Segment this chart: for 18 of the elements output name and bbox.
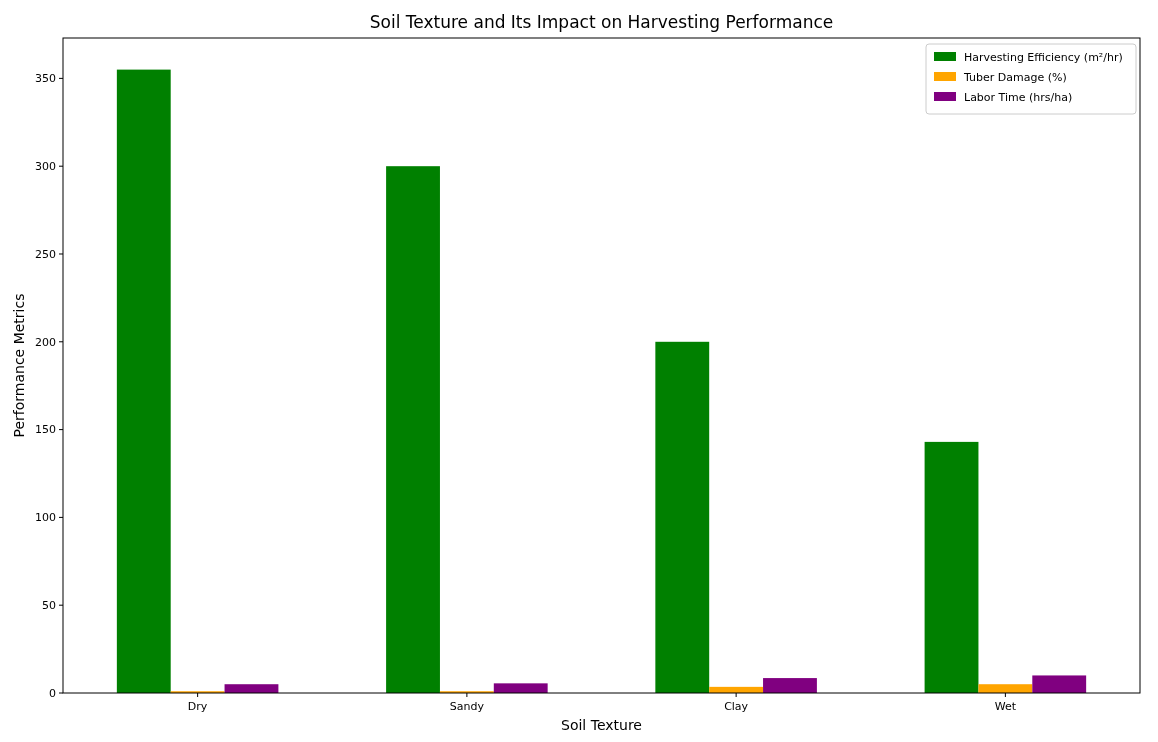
x-tick-label: Wet — [994, 700, 1017, 713]
y-tick-label: 350 — [35, 72, 56, 86]
y-tick-label: 250 — [35, 247, 56, 261]
legend-label: Labor Time (hrs/ha) — [964, 90, 1073, 104]
y-tick-label: 100 — [35, 511, 56, 525]
y-tick-label: 50 — [42, 599, 56, 613]
y-axis-title: Performance Metrics — [11, 293, 27, 438]
chart-title: Soil Texture and Its Impact on Harvesting Performance — [369, 12, 834, 32]
x-tick-label: Clay — [724, 700, 749, 713]
x-axis-title: Soil Texture — [561, 717, 642, 733]
y-tick-label: 200 — [35, 335, 56, 349]
y-tick-label: 150 — [35, 423, 56, 437]
y-tick-label: 0 — [49, 686, 56, 700]
x-tick-label: Dry — [187, 700, 208, 713]
legend-label: Harvesting Efficiency (m²/hr) — [964, 50, 1123, 64]
x-tick-label: Sandy — [449, 700, 485, 713]
y-tick-label: 300 — [35, 160, 56, 174]
legend-label: Tuber Damage (%) — [963, 70, 1067, 84]
